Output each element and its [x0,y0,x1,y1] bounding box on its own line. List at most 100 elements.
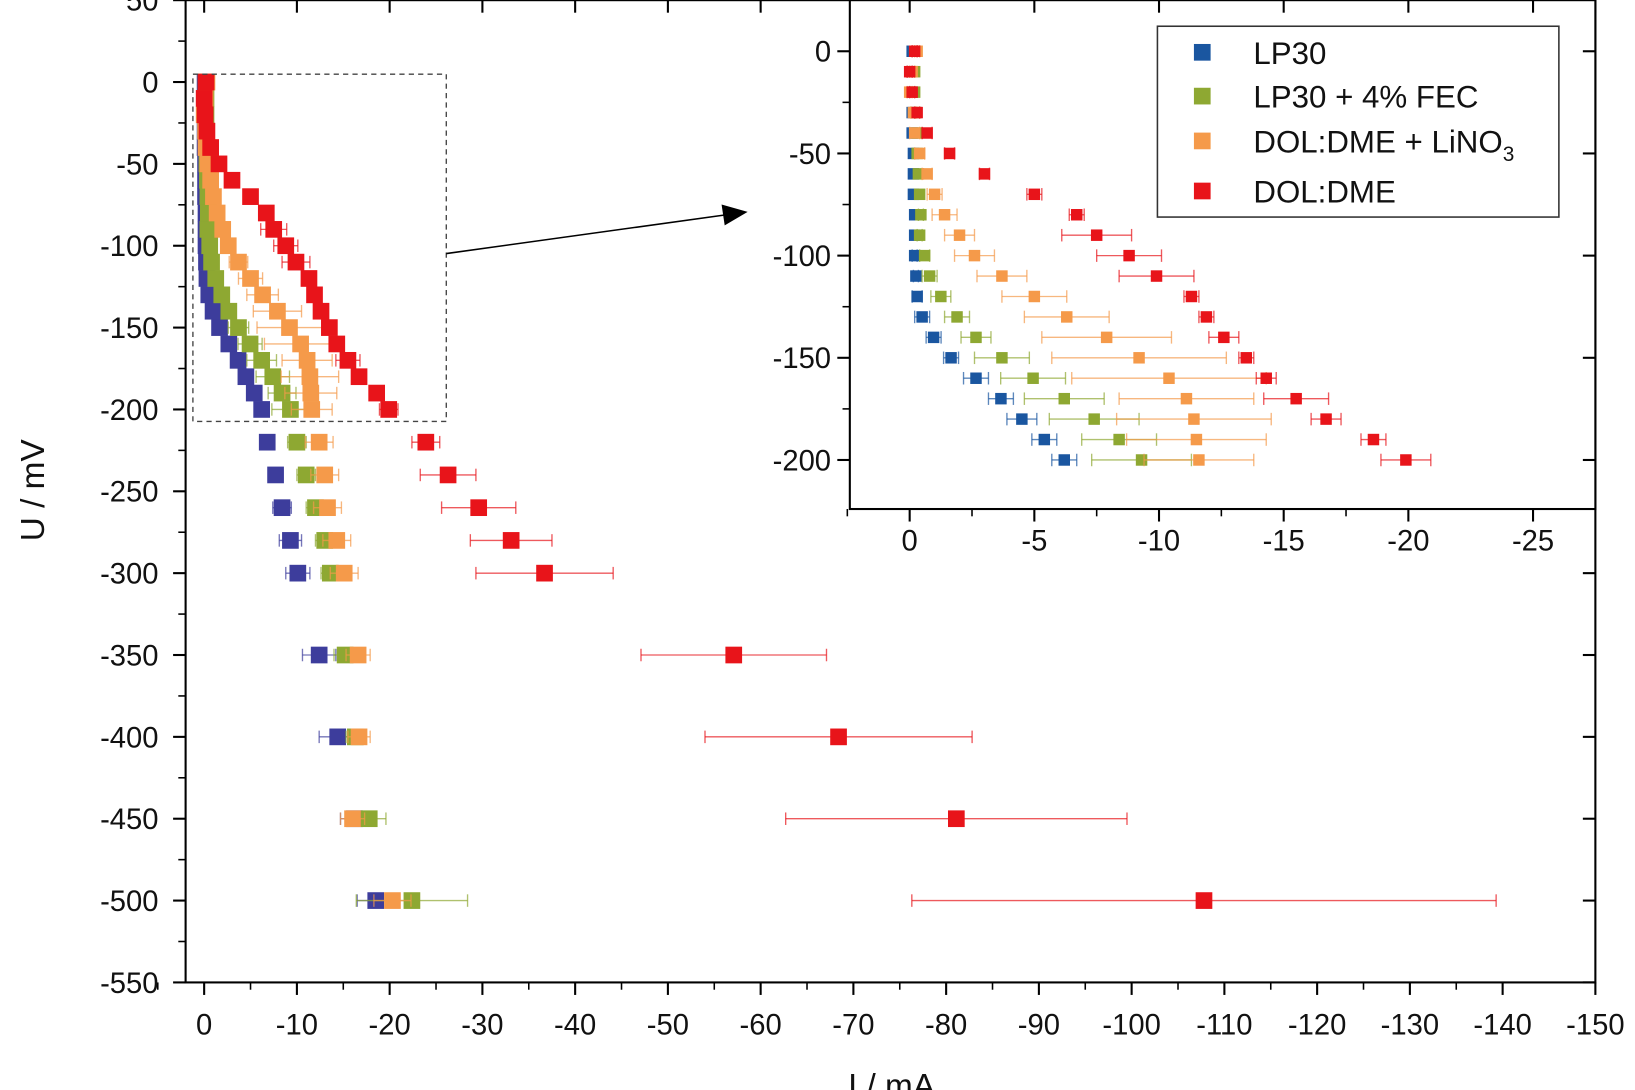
data-point [220,302,238,320]
legend-marker [1193,132,1211,150]
data-point [273,384,291,402]
data-point [316,466,334,484]
data-point [267,466,284,484]
data-point [916,311,928,323]
data-point [1028,188,1041,201]
data-point [301,368,319,386]
data-point [908,127,921,139]
data-point [1058,392,1070,405]
data-point [1028,290,1041,303]
data-point [321,319,338,336]
data-point [923,270,936,282]
x-tick-label: -10 [1138,526,1180,558]
data-point [1193,454,1205,466]
data-point [269,302,286,320]
data-point [1218,331,1230,344]
data-point [1367,433,1380,446]
data-point [197,73,215,91]
data-point [502,532,520,549]
data-point [201,237,219,255]
y-tick-label: -150 [100,313,158,345]
x-axis-label: I / mA [848,1068,936,1090]
data-point [945,352,957,364]
data-point [1190,433,1203,446]
data-point [906,86,918,98]
data-point [908,45,921,57]
data-point [1100,331,1113,344]
data-point [339,351,357,369]
data-point [198,122,216,140]
data-point [1135,454,1148,466]
data-point [996,352,1008,364]
data-point [384,892,401,909]
data-point [536,564,553,582]
data-point [349,646,367,664]
x-tick-label: -130 [1381,1010,1439,1042]
data-point [1016,413,1028,425]
data-point [928,188,941,201]
data-point [213,286,231,304]
x-tick-label: -60 [740,1010,782,1042]
data-point [921,127,933,139]
data-point [242,270,259,287]
data-point [970,331,982,344]
data-point [277,237,295,255]
data-point [943,147,956,160]
data-point [1260,372,1272,384]
data-point [207,270,225,287]
data-point [995,392,1007,405]
data-point [245,384,263,402]
y-tick-label: -200 [100,395,158,427]
data-point [951,311,963,323]
data-point [350,368,368,386]
data-point [439,466,457,484]
data-point [968,249,981,262]
data-point [292,335,309,353]
data-point [254,286,271,304]
data-point [230,319,247,336]
data-point [237,368,255,386]
data-point [417,433,435,451]
y-tick-label: -50 [116,149,158,181]
y-tick-label: -250 [100,477,158,509]
data-point [918,249,931,262]
x-tick-label: -80 [925,1010,967,1042]
data-point [970,372,982,384]
zoom-arrow [446,204,748,255]
x-tick-label: -110 [1196,1010,1252,1042]
data-point [196,106,214,124]
legend: LP30 LP30 + 4% FEC DOL:DME + LiNO3 DOL:DME [1156,25,1560,218]
x-tick-label: -30 [461,1010,503,1042]
data-point [1200,311,1213,323]
x-tick-label: -150 [1566,1010,1624,1042]
x-tick-label: -40 [554,1010,596,1042]
y-tick-label: 0 [815,37,831,69]
data-point [921,168,933,180]
legend-label: DOL:DME + LiNO3 [1253,124,1514,165]
data-point [335,564,353,582]
data-point [282,532,299,549]
zoom-region-box [192,73,447,423]
data-point [1027,372,1039,384]
data-point [205,188,222,205]
data-point [220,335,238,353]
legend-marker [1193,87,1211,105]
data-point [298,351,316,369]
data-point [210,155,228,173]
x-tick-label: -15 [1263,526,1305,558]
data-point [913,188,926,201]
data-point [306,286,323,304]
data-point [1320,413,1332,425]
data-point [230,253,247,271]
data-point [953,229,966,241]
data-point [1185,290,1198,303]
data-point [725,646,743,664]
y-tick-label: 0 [142,67,158,99]
x-tick-label: -20 [369,1010,411,1042]
data-point [253,351,271,369]
data-point [996,270,1008,282]
data-point [200,286,218,304]
y-tick-label: -200 [773,445,831,477]
data-point [344,810,361,828]
